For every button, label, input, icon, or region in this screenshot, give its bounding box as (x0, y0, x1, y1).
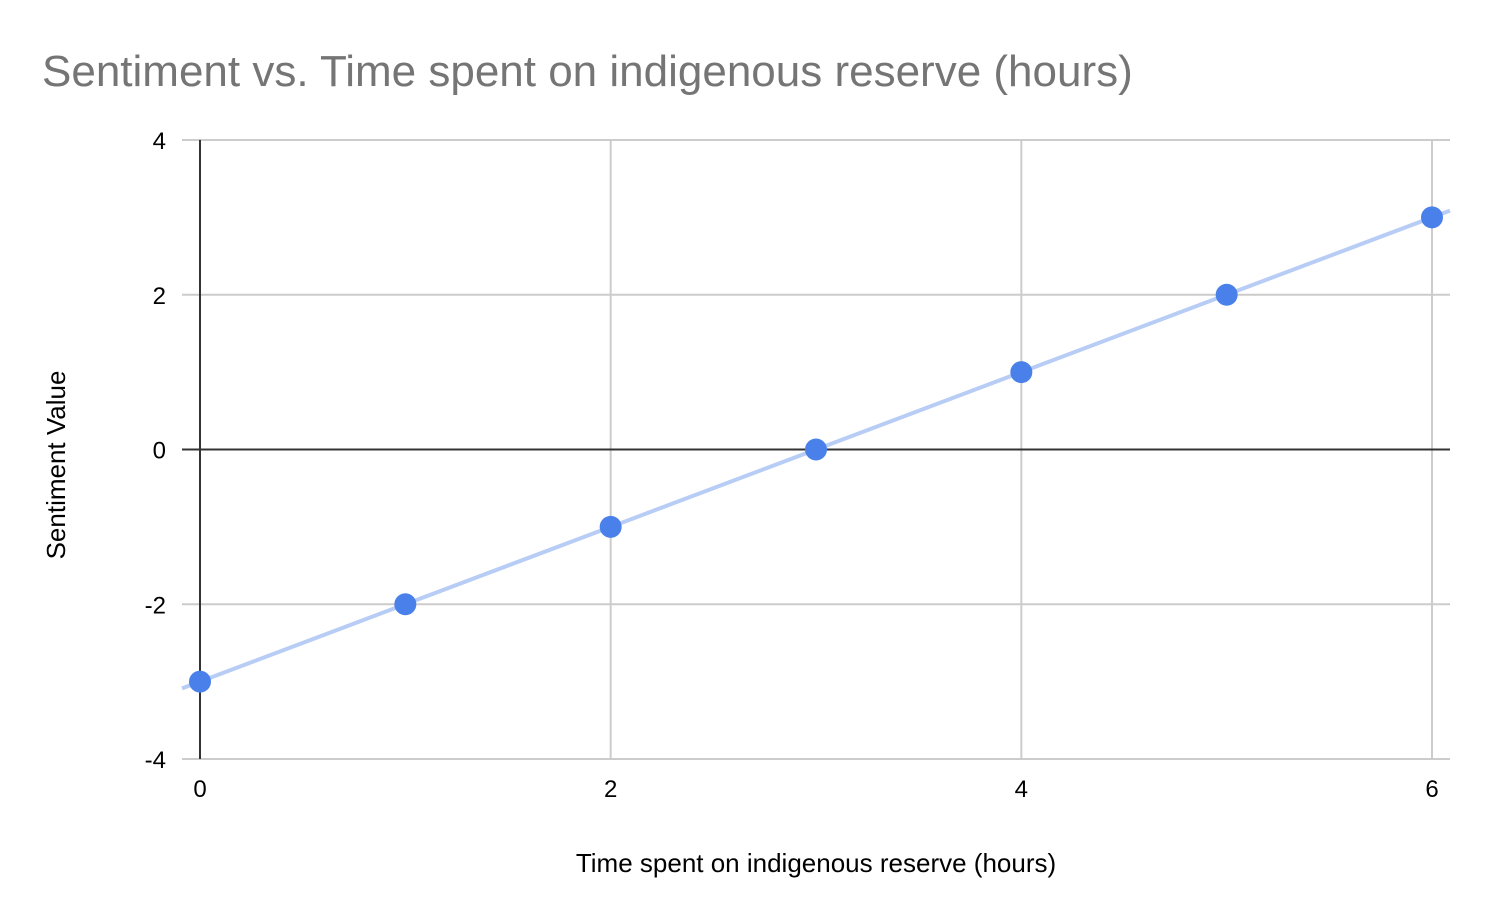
y-tick-label: -2 (145, 592, 166, 619)
data-point (189, 670, 211, 693)
y-axis-label: Sentiment Value (41, 371, 71, 560)
data-points (189, 206, 1443, 693)
x-tick-label: 4 (1015, 776, 1028, 803)
data-point (1215, 283, 1238, 306)
data-point (599, 515, 622, 538)
data-point (1421, 206, 1443, 229)
data-point (1010, 361, 1033, 384)
x-tick-label: 0 (193, 776, 206, 803)
x-axis-label: Time spent on indigenous reserve (hours) (576, 848, 1056, 878)
x-axis-ticks: 0 2 4 6 (193, 776, 1438, 803)
y-tick-label: 2 (153, 283, 166, 310)
y-tick-label: 0 (153, 438, 166, 465)
y-tick-label: 4 (153, 128, 166, 155)
y-axis-ticks: -4 -2 0 2 4 (145, 128, 166, 774)
chart-title: Sentiment vs. Time spent on indigenous r… (42, 47, 1133, 96)
x-tick-label: 2 (604, 776, 617, 803)
x-tick-label: 6 (1425, 776, 1438, 803)
data-point (805, 438, 827, 461)
y-tick-label: -4 (145, 747, 166, 774)
data-point (394, 593, 417, 616)
